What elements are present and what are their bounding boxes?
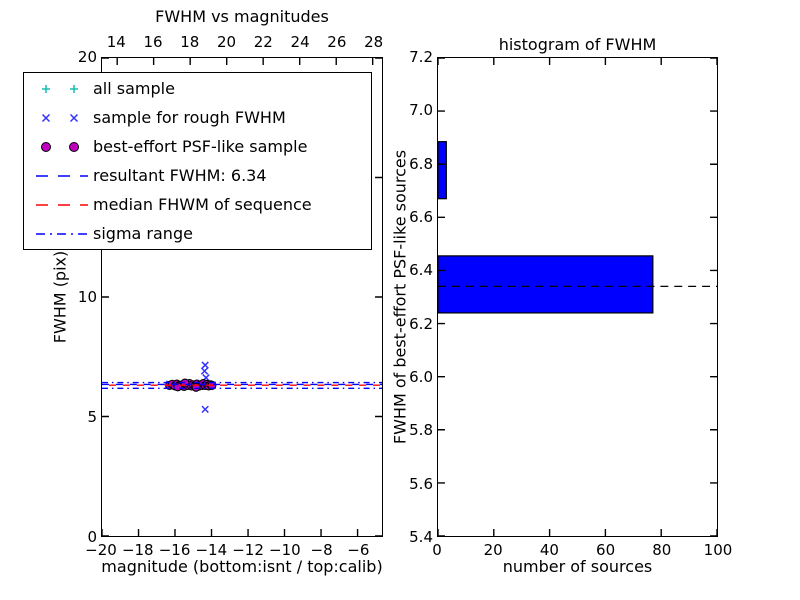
legend-item: median FHWM of sequence (24, 191, 371, 220)
y-tick-label: 5.4 (409, 528, 433, 546)
legend-item-label: sigma range (93, 224, 193, 243)
left-plot-ticks (102, 58, 382, 536)
x-tick-label-top: 16 (143, 33, 163, 51)
y-tick-label: 6.8 (409, 154, 433, 173)
x-tick-label: 40 (539, 541, 559, 559)
x-tick-label: −10 (269, 541, 301, 559)
legend-item: all sample (24, 75, 371, 104)
legend-item: sigma range (24, 220, 371, 249)
legend-item-label: median FHWM of sequence (93, 195, 312, 214)
legend-item: best-effort PSF-like sample (24, 133, 371, 162)
x-tick-label-top: 18 (180, 33, 200, 51)
histogram-plot-area (437, 57, 718, 537)
right-plot-title: histogram of FWHM (498, 35, 657, 54)
x-tick-label: −14 (195, 541, 228, 559)
circle-legend-marker (41, 142, 79, 152)
y-tick-label: 5.6 (409, 474, 433, 493)
legend-item: sample for rough FWHM (24, 104, 371, 133)
y-tick-label: 6.4 (409, 261, 433, 280)
dashed-legend-marker (36, 175, 88, 177)
x-tick-label-top: 26 (327, 33, 347, 51)
y-tick-label: 0 (87, 528, 97, 546)
x-tick-label: −8 (310, 541, 333, 559)
plus-legend-marker (42, 85, 78, 93)
x-tick-label: −16 (158, 541, 191, 559)
x-tick-label: −20 (85, 541, 117, 559)
y-tick-label: 5 (87, 408, 97, 426)
x-tick-label-top: 22 (253, 33, 273, 51)
right-plot-ylabel: FWHM of best-effort PSF-like sources (390, 149, 410, 445)
legend-box: all sample sample for rough FWHM best-effo… (23, 72, 372, 250)
histogram-bar (438, 141, 447, 200)
y-tick-label: 6.0 (409, 368, 433, 386)
legend-item-label: all sample (93, 79, 175, 98)
dashdot-legend-marker (36, 233, 88, 235)
y-tick-label: 5.8 (409, 421, 433, 440)
x-tick-label: −18 (121, 541, 154, 559)
right-plot-ticks (438, 58, 717, 536)
y-tick-label: 7.2 (409, 48, 433, 66)
legend-item-label: sample for rough FWHM (93, 108, 286, 127)
left-plot-xlabel: magnitude (bottom:isnt / top:calib) (101, 557, 383, 576)
left-plot-title: FWHM vs magnitudes (155, 7, 329, 26)
y-tick-label: 20 (77, 48, 97, 66)
legend-item-label: resultant FWHM: 6.34 (93, 166, 267, 185)
x-tick-label: 60 (596, 541, 616, 559)
x-tick-label: 20 (483, 541, 503, 559)
y-tick-label: 7.0 (409, 101, 433, 120)
y-tick-label: 6.6 (409, 208, 433, 226)
x-tick-label-top: 24 (290, 33, 310, 51)
left-plot-ylabel: FWHM (pix) (50, 250, 70, 344)
y-tick-label: 10 (77, 288, 97, 306)
x-tick-label-top: 28 (364, 33, 384, 51)
x-legend-marker (41, 113, 79, 123)
x-tick-label: 100 (703, 541, 733, 559)
x-tick-label: 80 (652, 541, 672, 559)
x-tick-label: −6 (347, 541, 370, 559)
legend-item: resultant FWHM: 6.34 (24, 162, 371, 191)
x-tick-label-top: 20 (217, 33, 237, 51)
x-tick-label: −12 (232, 541, 264, 559)
x-tick-label-top: 14 (106, 33, 126, 51)
y-tick-label: 6.2 (409, 314, 433, 333)
legend-item-label: best-effort PSF-like sample (93, 137, 308, 156)
dashed-legend-marker (36, 204, 88, 206)
x-tick-label: 0 (432, 541, 442, 559)
histogram-bar (438, 255, 654, 314)
right-plot-xlabel: number of sources (502, 557, 653, 576)
